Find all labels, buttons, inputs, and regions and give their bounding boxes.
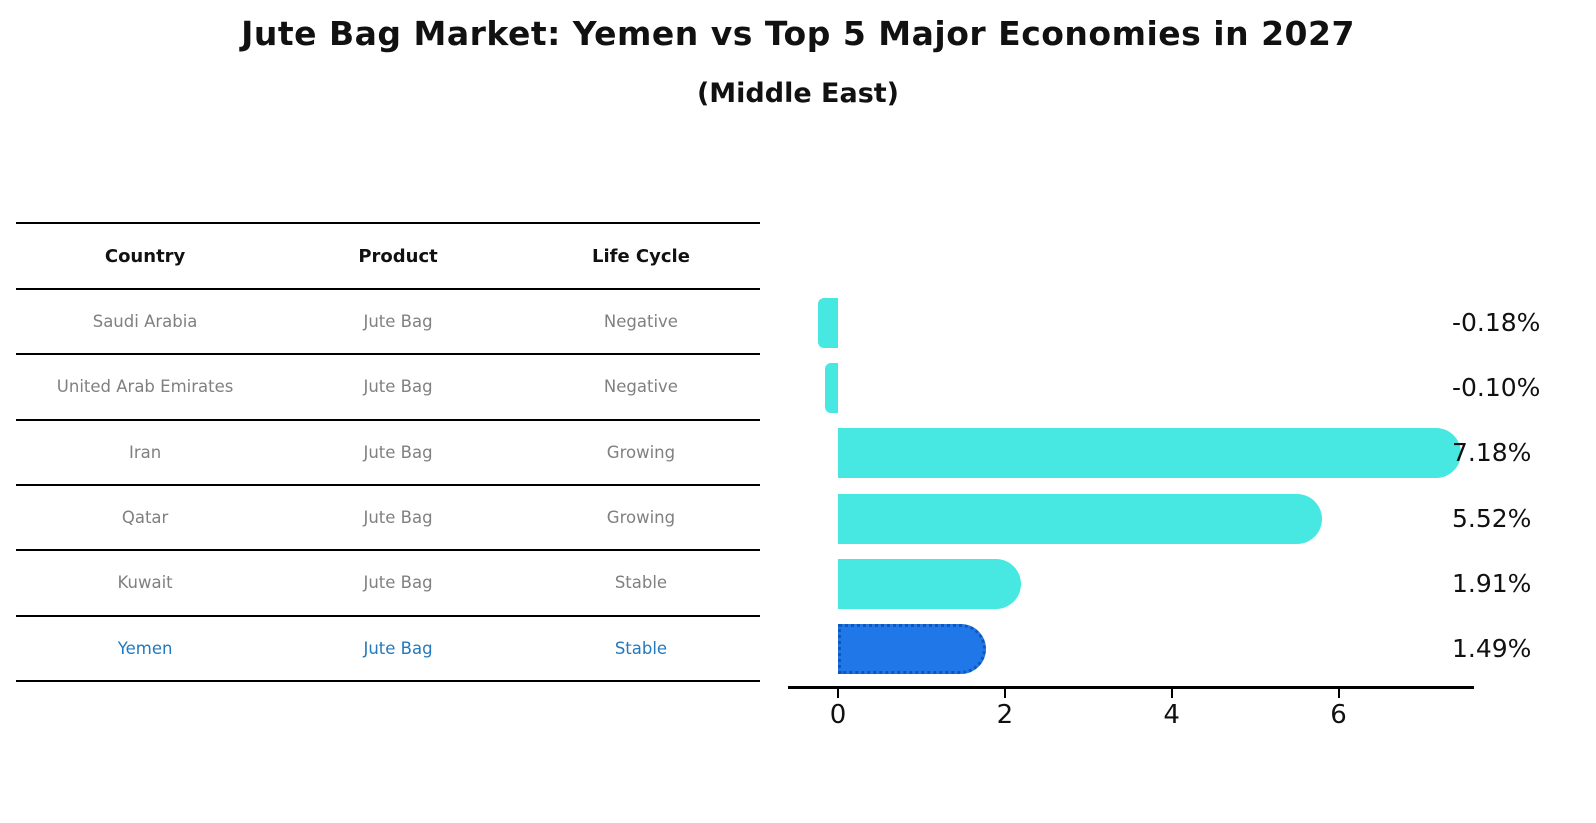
cell-country: Saudi Arabia — [92, 312, 198, 332]
table-header-product: Product — [358, 245, 438, 267]
x-axis-line — [788, 686, 1474, 689]
cell-product: Jute Bag — [363, 312, 433, 332]
chart-title: Jute Bag Market: Yemen vs Top 5 Major Ec… — [241, 14, 1355, 53]
table-header-row: Country Product Life Cycle — [16, 224, 760, 290]
cell-product: Jute Bag — [363, 638, 433, 658]
table-header-country: Country — [104, 245, 186, 267]
bar-iran — [838, 428, 1461, 479]
value-label-yemen: 1.49% — [1452, 634, 1532, 664]
table-header-life-cycle: Life Cycle — [591, 245, 690, 267]
cell-product: Jute Bag — [363, 573, 433, 593]
cell-product: Jute Bag — [363, 508, 433, 528]
chart-subtitle: (Middle East) — [696, 78, 900, 109]
bar-kuwait — [838, 558, 1022, 609]
value-label-qatar: 5.52% — [1452, 503, 1532, 533]
cell-country: Kuwait — [117, 573, 173, 593]
cell-country: Yemen — [117, 638, 173, 658]
x-tick-mark-6 — [1337, 689, 1340, 698]
value-label-united-arab-emirates: -0.10% — [1452, 372, 1541, 402]
value-label-saudi-arabia: -0.18% — [1452, 307, 1541, 337]
cell-country: Qatar — [121, 508, 169, 528]
table-row-qatar: Qatar Jute Bag Growing — [16, 486, 760, 552]
bar-qatar — [838, 493, 1323, 544]
table-body: Saudi Arabia Jute Bag Negative United Arab … — [16, 290, 760, 682]
value-label-iran: 7.18% — [1452, 438, 1532, 468]
x-tick-mark-0 — [837, 689, 840, 698]
cell-life-cycle: Stable — [614, 573, 668, 593]
comparison-table: Country Product Life Cycle Saudi Arabia J… — [16, 222, 760, 682]
x-tick-label-2: 2 — [996, 700, 1014, 730]
x-tick-label-4: 4 — [1163, 700, 1180, 730]
table-row-united-arab-emirates: United Arab Emirates Jute Bag Negative — [16, 355, 760, 421]
cell-life-cycle: Growing — [606, 442, 676, 462]
table-row-saudi-arabia: Saudi Arabia Jute Bag Negative — [16, 290, 760, 356]
cell-product: Jute Bag — [363, 442, 433, 462]
x-tick-mark-2 — [1003, 689, 1006, 698]
bar-saudi-arabia — [818, 297, 839, 348]
cell-life-cycle: Stable — [614, 638, 668, 658]
cell-country: Iran — [128, 442, 162, 462]
x-tick-mark-4 — [1170, 689, 1173, 698]
cell-product: Jute Bag — [363, 377, 433, 397]
cell-life-cycle: Growing — [606, 508, 676, 528]
x-tick-label-6: 6 — [1330, 700, 1347, 730]
table-row-kuwait: Kuwait Jute Bag Stable — [16, 551, 760, 617]
table-row-yemen: Yemen Jute Bag Stable — [16, 617, 760, 682]
bar-yemen — [838, 624, 987, 675]
table-row-iran: Iran Jute Bag Growing — [16, 421, 760, 486]
cell-life-cycle: Negative — [603, 312, 678, 332]
cell-life-cycle: Negative — [603, 377, 678, 397]
cell-country: United Arab Emirates — [56, 377, 234, 397]
bar-united-arab-emirates — [824, 362, 839, 413]
x-tick-label-0: 0 — [829, 700, 847, 730]
value-label-kuwait: 1.91% — [1452, 568, 1532, 598]
